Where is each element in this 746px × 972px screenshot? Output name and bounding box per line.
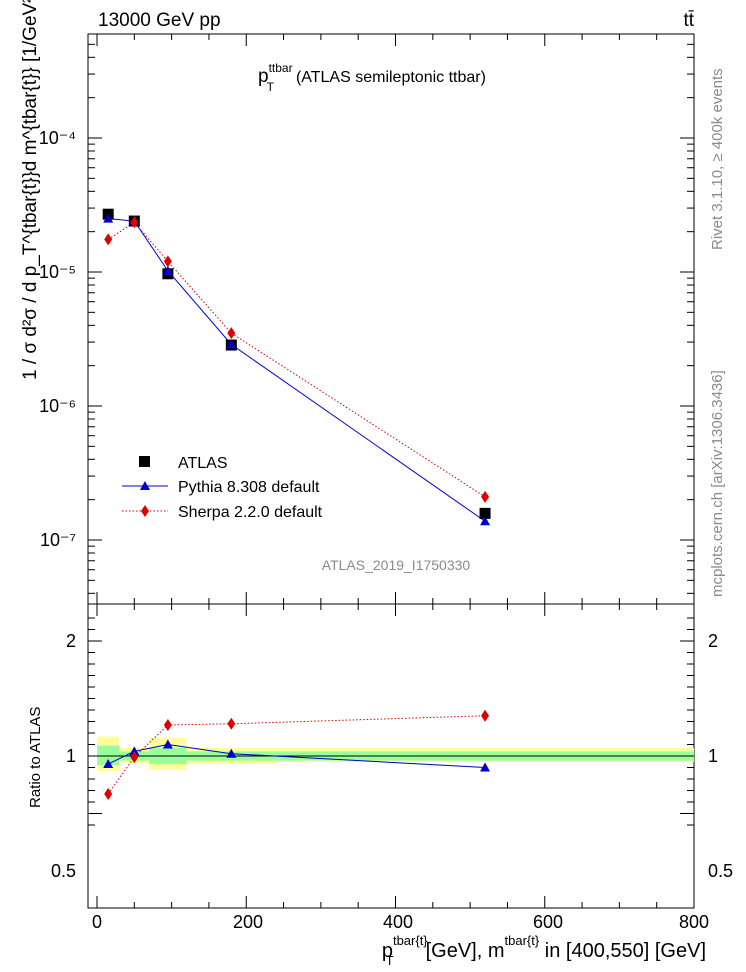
ratio-uncertainty-bands — [88, 736, 694, 771]
ratio-ytick-2-right: 2 — [708, 631, 718, 651]
marker-s1-p4 — [480, 516, 491, 526]
legend: ATLAS Pythia 8.308 default Sherpa 2.2.0 … — [122, 455, 323, 521]
marker-s2-p1 — [130, 216, 139, 229]
marker-s2-p4 — [481, 490, 490, 503]
ratio-ytick-2-left: 2 — [66, 631, 76, 651]
ytick-label-1e-4: 10⁻⁴ — [39, 128, 76, 148]
chart-title: pttbar T(ATLAS semileptonic ttbar) — [258, 61, 486, 94]
series-markers — [102, 208, 491, 526]
ratio-ytick-1-right: 1 — [708, 746, 718, 766]
process-label: tt̄ — [683, 10, 694, 31]
ratio-marker-s1-p4 — [481, 709, 490, 722]
ratio-marker-s1-p0 — [104, 787, 113, 800]
series-line-2 — [107, 221, 486, 498]
ratio-marker-s0-p0 — [103, 759, 114, 769]
marker-s2-p3 — [227, 327, 236, 340]
ratio-marker-s0-p4 — [480, 762, 491, 772]
ratio-marker-s1-p3 — [227, 717, 236, 730]
marker-s2-p2 — [163, 255, 172, 268]
band-green-0 — [97, 745, 120, 766]
legend-atlas-marker — [139, 456, 150, 467]
mcplots-label: mcplots.cern.ch [arXiv:1306.3436] — [709, 370, 726, 597]
legend-sherpa-label: Sherpa 2.2.0 default — [178, 504, 323, 521]
xtick-label-800: 800 — [679, 912, 709, 932]
ratio-marker-s0-p3 — [226, 748, 237, 758]
series-line-1 — [108, 218, 486, 522]
xtick-label-200: 200 — [233, 912, 263, 932]
marker-s2-p0 — [104, 233, 113, 246]
ratio-ytick-1-left: 1 — [66, 746, 76, 766]
xtick-label-600: 600 — [533, 912, 563, 932]
legend-pythia-label: Pythia 8.308 default — [178, 479, 320, 496]
xtick-label-400: 400 — [383, 912, 413, 932]
analysis-watermark: ATLAS_2019_I1750330 — [322, 557, 471, 573]
ratio-markers — [103, 709, 491, 800]
marker-s0-p4 — [479, 507, 491, 519]
ratio-marker-s0-p2 — [162, 739, 173, 749]
ratio-marker-s1-p1 — [130, 751, 139, 764]
legend-atlas-label: ATLAS — [178, 455, 228, 472]
x-axis-label: ptbar{t} T [GeV], mtbar{t} in [400,550] [G… — [382, 933, 706, 968]
xtick-label-0: 0 — [92, 912, 102, 932]
series-lines — [107, 218, 486, 522]
ytick-label-1e-5: 10⁻⁵ — [39, 262, 76, 282]
rivet-label: Rivet 3.1.10, ≥ 400k events — [709, 68, 726, 250]
ratio-marker-s1-p2 — [163, 718, 172, 731]
ytick-label-1e-6: 10⁻⁶ — [39, 396, 76, 416]
ratio-y-axis-label: Ratio to ATLAS — [27, 707, 44, 808]
legend-sherpa-marker — [141, 505, 149, 517]
legend-pythia-marker — [140, 481, 150, 490]
energy-label: 13000 GeV pp — [98, 10, 221, 31]
marker-s1-p3 — [226, 339, 237, 349]
ratio-marker-s0-p1 — [129, 746, 140, 756]
marker-s1-p0 — [103, 213, 114, 223]
axis-ticks — [88, 34, 695, 908]
ratio-ytick-05-left: 0.5 — [51, 861, 76, 881]
y-axis-label: 1 / σ d²σ / d p_T^{tbar{t}}d m^{tbar{t}}… — [20, 0, 41, 380]
marker-s1-p2 — [162, 265, 173, 275]
ytick-label-1e-7: 10⁻⁷ — [40, 530, 76, 550]
ratio-ytick-05-right: 0.5 — [708, 861, 733, 881]
